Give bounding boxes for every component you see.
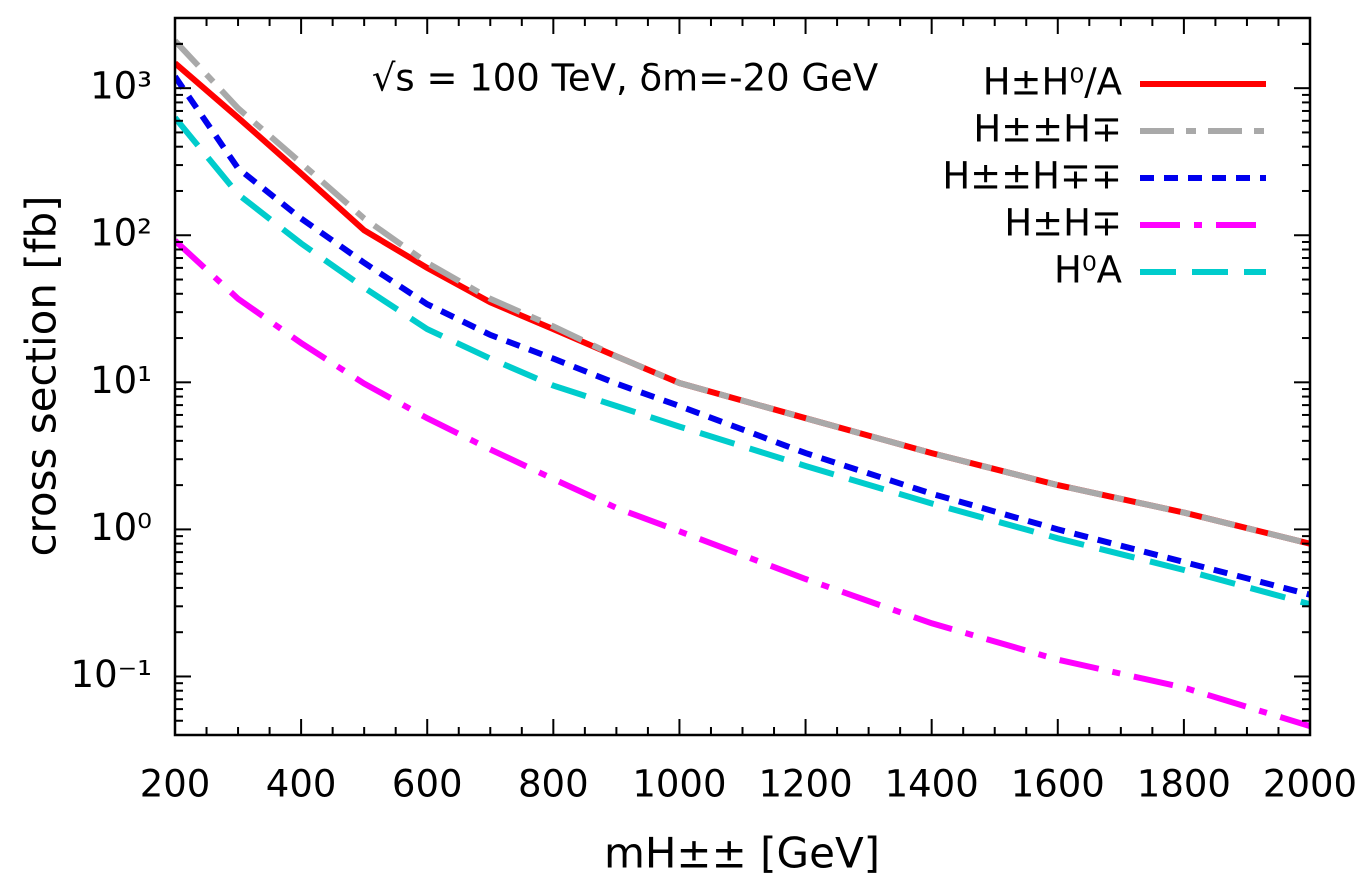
x-tick-label: 200 [140, 763, 211, 806]
legend-label: H±±H∓ [973, 108, 1122, 151]
plot-frame [173, 16, 1312, 737]
x-tick-label: 600 [392, 763, 463, 806]
x-tick-label: 400 [266, 763, 337, 806]
y-tick-label: 10⁰ [90, 506, 152, 549]
plot-lines [175, 38, 1310, 729]
y-tick-label: 10¹ [90, 359, 152, 402]
series-line [175, 115, 1310, 608]
x-tick-label: 2000 [1263, 763, 1357, 806]
y-tick-label: 10² [90, 212, 152, 255]
series-line [175, 60, 1310, 547]
legend-label: H±H⁰/A [983, 61, 1122, 104]
legend-label: H±±H∓∓ [942, 155, 1122, 198]
legend-label: H±H∓ [1004, 202, 1122, 245]
series-line [175, 74, 1310, 598]
series-line [175, 238, 1310, 729]
series-line [175, 38, 1310, 547]
x-tick-label: 1200 [758, 763, 852, 806]
x-tick-label: 1400 [885, 763, 979, 806]
x-tick-label: 1000 [632, 763, 726, 806]
y-tick-label: 10³ [90, 65, 152, 108]
legend-label: H⁰A [1054, 249, 1122, 292]
x-tick-label: 1800 [1137, 763, 1231, 806]
x-tick-label: 1600 [1011, 763, 1105, 806]
y-tick-label: 10⁻¹ [71, 653, 152, 696]
x-tick-label: 800 [518, 763, 589, 806]
annotation: √s = 100 TeV, δm=-20 GeV [372, 57, 878, 100]
x-axis-label: mH±± [GeV] [604, 829, 880, 878]
y-axis-label: cross section [fb] [17, 195, 66, 556]
